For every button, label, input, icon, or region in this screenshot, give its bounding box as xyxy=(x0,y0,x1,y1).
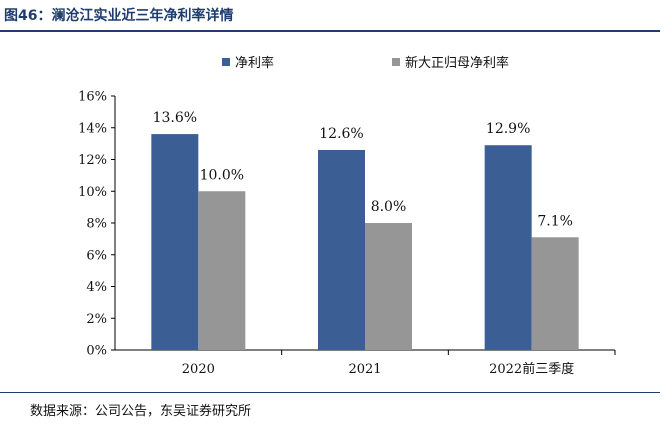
y-tick-label: 14% xyxy=(78,121,107,136)
bar-peer-net-margin xyxy=(198,191,246,350)
data-label: 12.9% xyxy=(486,121,530,137)
y-tick-label: 0% xyxy=(86,344,107,359)
y-tick-label: 16% xyxy=(78,90,107,105)
bar-net-margin xyxy=(318,149,365,350)
x-tick-label: 2021 xyxy=(348,362,381,377)
bar-net-margin xyxy=(484,145,532,350)
legend-label-peer-net-margin: 新大正归母净利率 xyxy=(405,55,509,71)
bar-peer-net-margin xyxy=(365,223,412,350)
chart-title: 图46：澜沧江实业近三年净利率详情 xyxy=(4,8,234,24)
data-label: 13.6% xyxy=(153,110,197,126)
data-label: 8.0% xyxy=(371,199,407,215)
legend-swatch-peer-net-margin xyxy=(392,58,400,66)
legend-swatch-net-margin xyxy=(222,58,230,66)
y-tick-label: 10% xyxy=(78,185,107,200)
data-label: 10.0% xyxy=(200,167,244,183)
data-label: 7.1% xyxy=(537,213,573,229)
source-note: 数据来源：公司公告，东吴证券研究所 xyxy=(30,404,252,419)
x-tick-label: 2022前三季度 xyxy=(489,361,574,377)
bar-net-margin xyxy=(151,134,199,350)
x-tick-label: 2020 xyxy=(182,362,215,377)
title-divider xyxy=(0,30,660,32)
legend-label-net-margin: 净利率 xyxy=(235,55,274,71)
y-tick-label: 8% xyxy=(86,217,107,232)
bar-peer-net-margin xyxy=(531,237,579,350)
y-tick-label: 6% xyxy=(86,248,107,263)
data-label: 12.6% xyxy=(319,126,363,142)
source-divider xyxy=(0,392,660,393)
y-tick-label: 4% xyxy=(86,280,107,295)
y-tick-label: 12% xyxy=(78,153,107,168)
y-tick-label: 2% xyxy=(86,312,107,327)
